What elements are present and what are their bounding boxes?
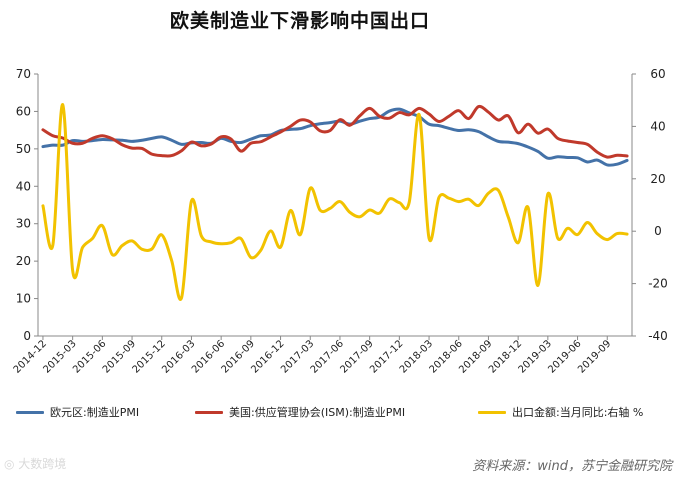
right-y-tick-label: 60 [650,67,665,81]
legend-label: 欧元区:制造业PMI [50,406,140,419]
right-y-tick-label: 0 [654,224,662,238]
right-y-tick-label: -40 [648,329,668,343]
right-y-tick-label: 40 [650,119,665,133]
left-y-tick-label: 40 [16,179,31,193]
series-line-eurozone-pmi [41,107,629,167]
left-y-tick-label: 70 [16,67,31,81]
legend-swatch-yellow [478,410,506,414]
watermark: ◎ 大数跨境 [4,457,67,471]
left-y-tick-label: 50 [16,142,31,156]
line-chart: 010203040506070-40-2002040602014-122015-… [12,67,668,376]
series-line-china-exports [41,103,629,301]
legend-label: 美国:供应管理协会(ISM):制造业PMI [229,406,406,419]
left-y-tick-label: 0 [23,329,31,343]
left-y-tick-label: 10 [16,292,31,306]
right-y-tick-label: -20 [648,277,668,291]
legend-item-eurozone-pmi: 欧元区:制造业PMI [16,404,139,420]
legend-swatch-blue [16,410,44,414]
legend-swatch-red [195,410,223,414]
x-tick-label: 2019-09 [576,338,613,375]
left-y-tick-label: 60 [16,104,31,118]
legend: 欧元区:制造业PMI 美国:供应管理协会(ISM):制造业PMI 出口金额:当月… [0,404,684,424]
chart-title: 欧美制造业下滑影响中国出口 [169,10,430,32]
series-line-us-ism-pmi [41,104,629,159]
legend-item-china-exports: 出口金额:当月同比:右轴 % [478,404,643,420]
left-y-tick-label: 30 [16,217,31,231]
legend-label: 出口金额:当月同比:右轴 % [512,406,644,419]
legend-item-us-ism-pmi: 美国:供应管理协会(ISM):制造业PMI [195,404,405,420]
left-y-tick-label: 20 [16,254,31,268]
right-y-tick-label: 20 [650,172,665,186]
source-note: 资料来源：wind，苏宁金融研究院 [472,459,672,474]
